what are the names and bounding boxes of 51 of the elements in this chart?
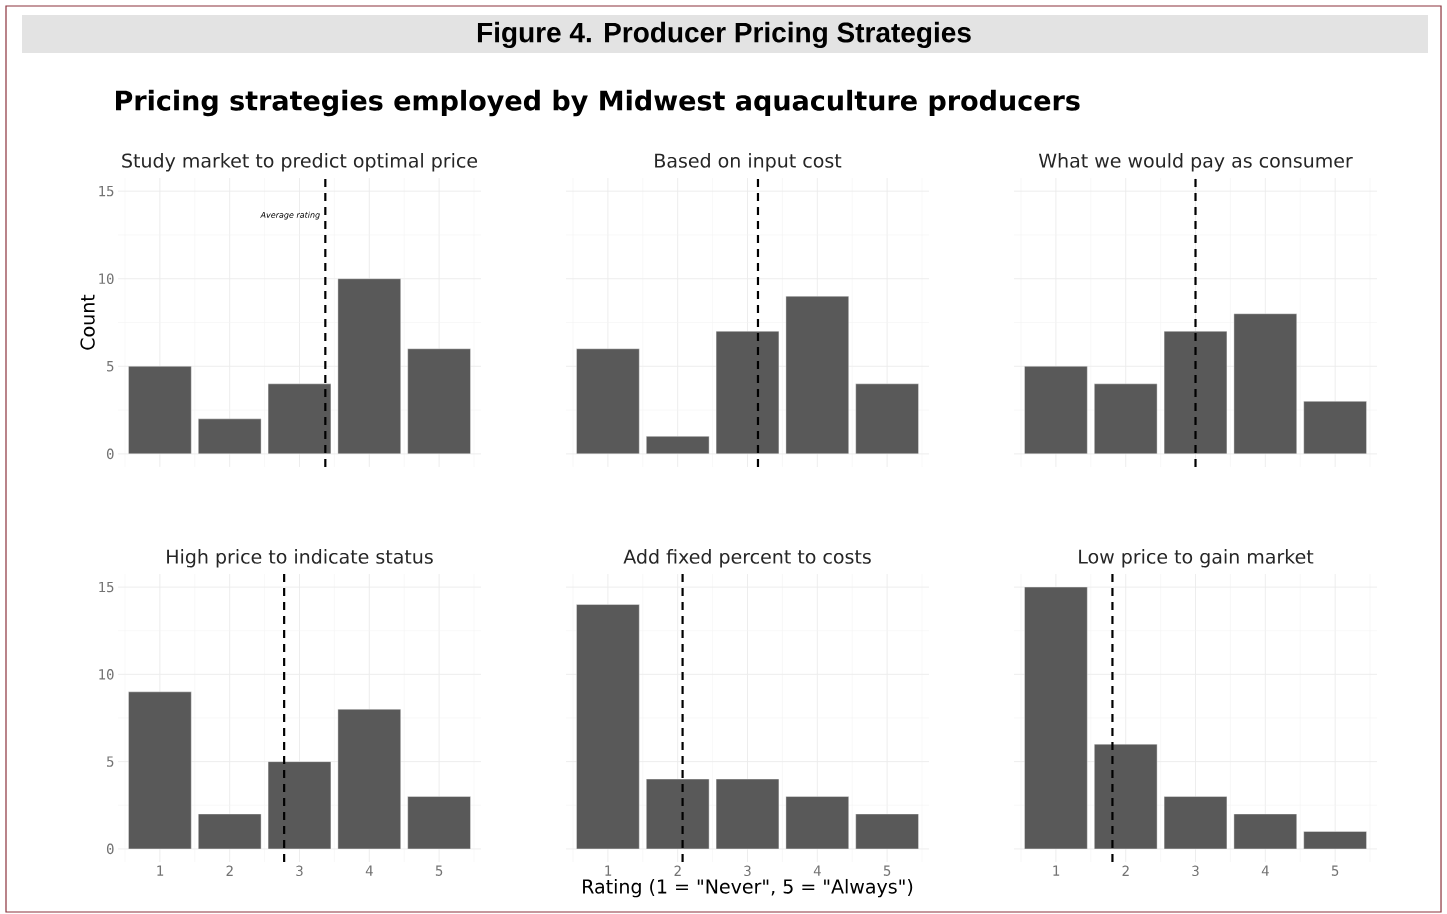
y-axis-title: Count — [80, 294, 95, 350]
chart-title: Based on input cost — [655, 153, 842, 172]
bar — [1233, 813, 1297, 850]
y-tick-label: 0 — [106, 448, 114, 460]
bar — [128, 691, 192, 850]
bar — [715, 778, 780, 850]
y-tick-label: 5 — [107, 361, 114, 372]
y-tick-label: 15 — [99, 581, 114, 593]
x-tick-label: 3 — [296, 865, 303, 877]
x-tick-label: 4 — [1261, 865, 1269, 876]
bar — [1094, 743, 1158, 850]
bar — [855, 813, 919, 850]
bar — [198, 813, 262, 850]
bar — [407, 796, 471, 850]
x-tick-label: 3 — [744, 865, 751, 877]
chart-title: Low price to gain market — [1079, 549, 1314, 568]
x-tick-label: 2 — [1122, 865, 1129, 876]
x-tick-label: 4 — [365, 865, 373, 876]
bar — [576, 604, 640, 850]
x-tick-label: 2 — [226, 865, 233, 876]
x-tick-label: 1 — [1053, 865, 1060, 876]
x-tick-label: 5 — [1331, 865, 1339, 876]
x-tick-label: 4 — [813, 865, 821, 876]
text: Figure 4. Producer Pricing Strategies — [477, 21, 971, 49]
bar — [646, 778, 710, 850]
x-tick-label: 3 — [1192, 865, 1199, 877]
x-tick-label: 5 — [883, 865, 891, 876]
chart-title: High price to indicate status — [167, 549, 433, 568]
chart-title: Add fixed percent to costs — [623, 549, 871, 568]
ref-line-label: Average rating — [260, 211, 320, 220]
x-tick-label: 1 — [605, 865, 612, 876]
x-tick-label: 5 — [435, 865, 443, 876]
bar — [646, 436, 710, 455]
y-tick-label: 15 — [99, 185, 114, 197]
y-tick-label: 10 — [99, 669, 114, 680]
bar — [1303, 831, 1367, 850]
x-tick-label: 1 — [157, 865, 164, 876]
bar — [1163, 796, 1228, 850]
chart-title: Study market to predict optimal price — [122, 153, 478, 172]
y-tick-label: 0 — [106, 843, 114, 855]
bar — [198, 418, 262, 455]
y-tick-label: 5 — [107, 756, 114, 767]
y-tick-label: 10 — [99, 273, 114, 284]
text: Pricing strategies employed by Midwest aquaculture producers — [116, 89, 1080, 117]
bar — [337, 709, 401, 850]
bar — [785, 796, 849, 850]
bar — [1024, 586, 1088, 850]
x-axis-title: Rating (1 = "Never", 5 = "Always") — [583, 878, 913, 898]
bar — [267, 761, 332, 850]
x-tick-label: 2 — [674, 865, 681, 876]
chart-title: What we would pay as consumer — [1038, 153, 1353, 172]
